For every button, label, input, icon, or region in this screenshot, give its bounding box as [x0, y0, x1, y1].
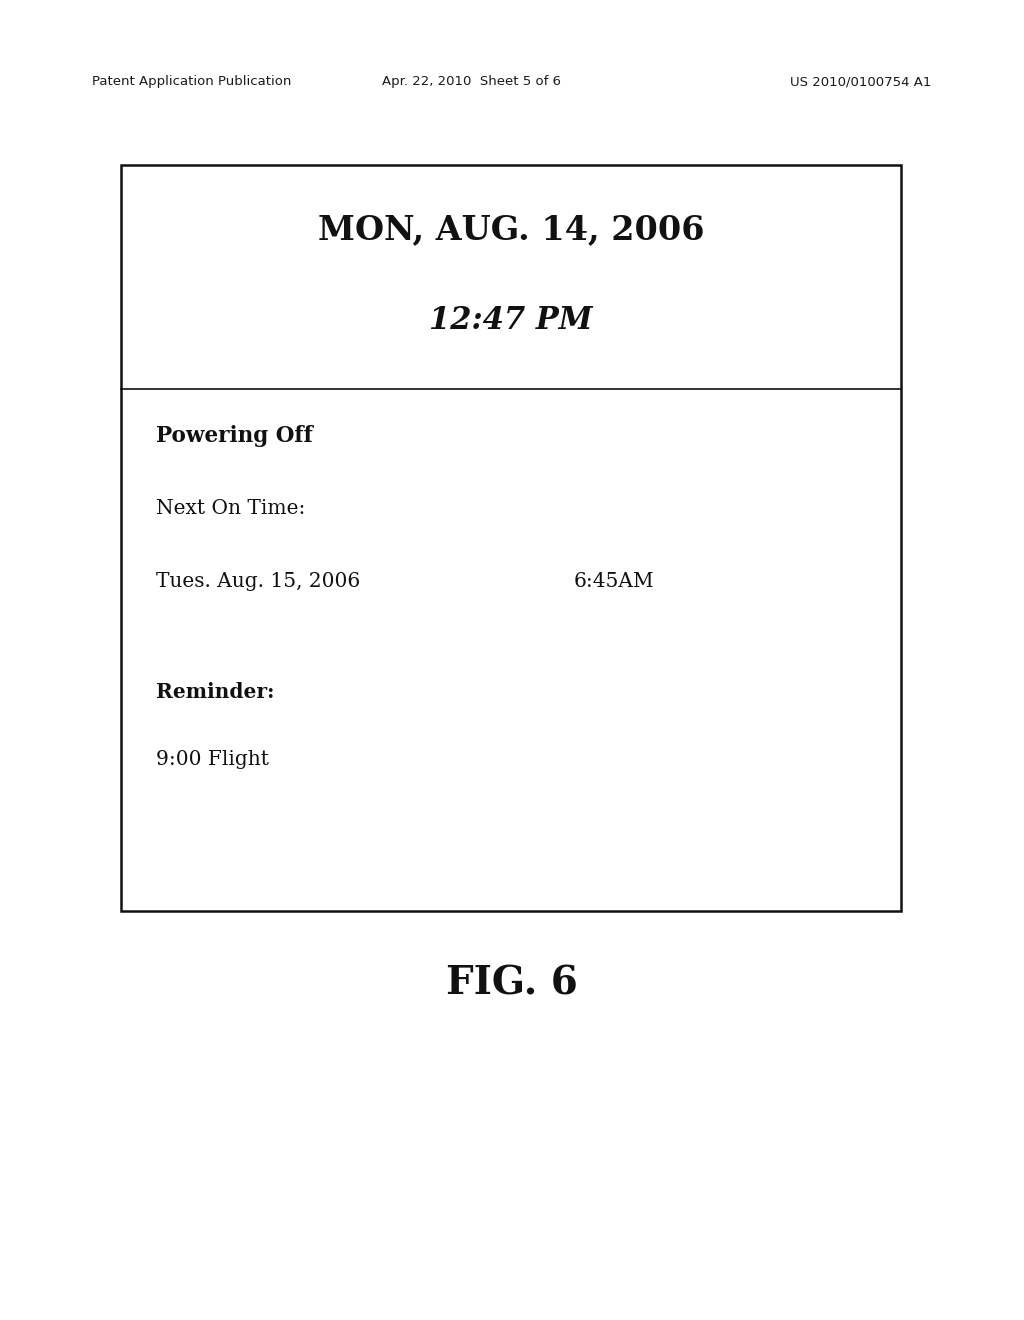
Text: US 2010/0100754 A1: US 2010/0100754 A1	[791, 75, 932, 88]
Text: 6:45AM: 6:45AM	[573, 573, 654, 591]
Text: FIG. 6: FIG. 6	[446, 965, 578, 1002]
Text: Powering Off: Powering Off	[156, 425, 312, 446]
Text: 12:47 PM: 12:47 PM	[429, 305, 593, 335]
Text: MON, AUG. 14, 2006: MON, AUG. 14, 2006	[317, 213, 705, 246]
Text: Tues. Aug. 15, 2006: Tues. Aug. 15, 2006	[156, 573, 360, 591]
Text: Next On Time:: Next On Time:	[156, 499, 305, 519]
Text: Patent Application Publication: Patent Application Publication	[92, 75, 292, 88]
Text: Reminder:: Reminder:	[156, 681, 274, 701]
Text: 9:00 Flight: 9:00 Flight	[156, 750, 269, 770]
Text: Apr. 22, 2010  Sheet 5 of 6: Apr. 22, 2010 Sheet 5 of 6	[382, 75, 560, 88]
